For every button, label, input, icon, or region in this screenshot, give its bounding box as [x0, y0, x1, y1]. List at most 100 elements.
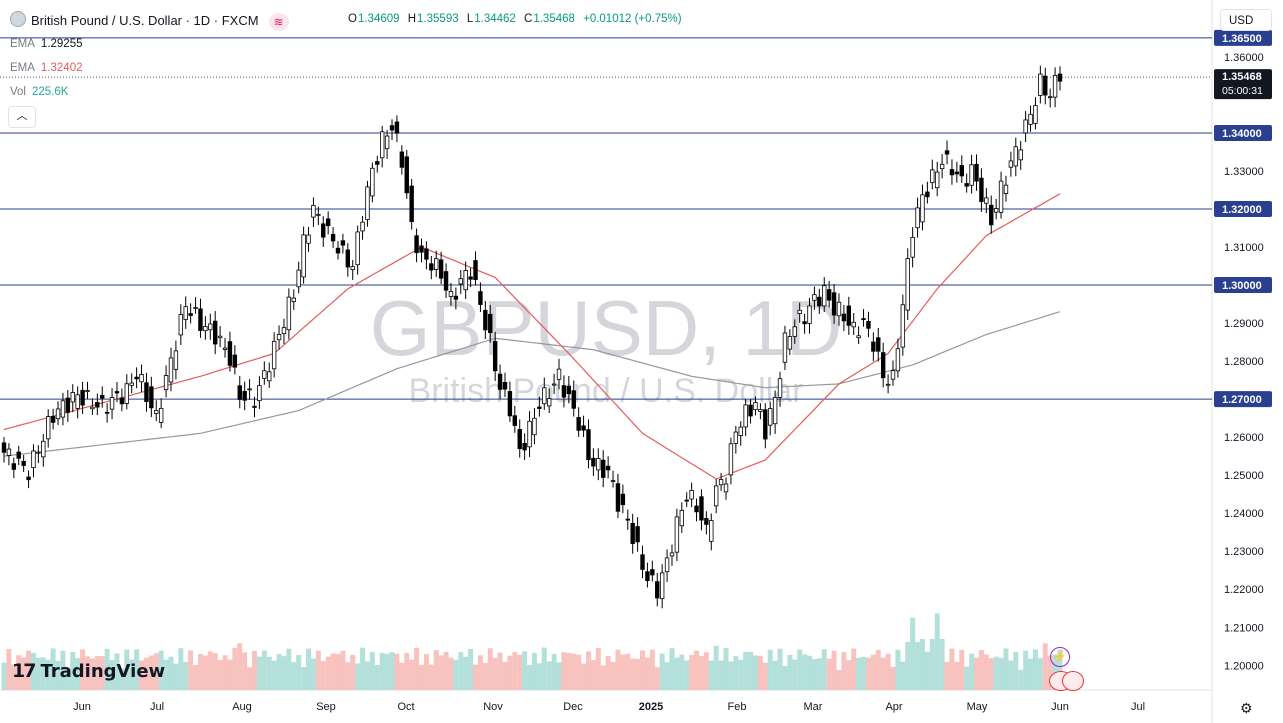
candle-body: [944, 150, 950, 155]
volume-bar: [26, 650, 32, 690]
candle-body: [6, 448, 12, 456]
gear-icon[interactable]: ⚙: [1240, 700, 1253, 716]
candle-body: [478, 291, 483, 305]
volume-bar: [119, 668, 125, 690]
time-tick-label: Jul: [1131, 701, 1145, 713]
collapse-indicators-button[interactable]: ︿: [8, 106, 36, 128]
candle-body: [925, 191, 930, 198]
volume-bar: [880, 657, 886, 690]
volume-bar: [143, 657, 149, 690]
volume-bar: [954, 661, 960, 690]
level-price-tag: [1214, 124, 1272, 141]
currency-button[interactable]: USD: [1220, 9, 1272, 31]
candle-body: [546, 398, 552, 407]
volume-bar: [635, 658, 641, 690]
volume-bar: [581, 663, 587, 690]
time-tick-label: Nov: [483, 701, 503, 713]
candle-body: [468, 276, 473, 280]
volume-bar: [94, 656, 100, 690]
volume-bar: [988, 658, 994, 690]
candle-body: [163, 375, 169, 391]
volume-bar: [379, 652, 385, 690]
symbol-title: British Pound / U.S. Dollar · 1D · FXCM: [31, 13, 259, 28]
candle-body: [596, 458, 601, 471]
volume-bar: [16, 655, 22, 690]
volume-bar: [1023, 650, 1029, 690]
level-price-tag-label: 1.27000: [1222, 394, 1262, 406]
candle-body: [846, 305, 851, 326]
volume-bar: [463, 656, 469, 690]
candle-body: [979, 177, 984, 203]
candle-body: [409, 185, 414, 223]
current-price-label: 1.35468: [1222, 71, 1262, 83]
candle-body: [217, 335, 223, 339]
tradingview-logo[interactable]: 17 TradingView: [12, 660, 165, 682]
indicator-label: EMA: [10, 38, 35, 50]
volume-bar: [188, 650, 194, 690]
indicator-ema-slow[interactable]: EMA 1.29255: [10, 38, 83, 50]
candle-body: [566, 385, 572, 395]
volume-bar: [207, 651, 213, 690]
time-tick-label: Oct: [397, 701, 414, 713]
candle-body: [792, 326, 797, 337]
candle-body: [689, 489, 694, 500]
candle-body: [50, 415, 56, 423]
volume-bar: [414, 647, 420, 690]
candle-body: [301, 234, 306, 278]
volume-bar: [507, 655, 513, 690]
price-tick-label: 1.20000: [1224, 660, 1264, 672]
volume-bar: [428, 664, 434, 690]
volume-bar: [679, 654, 685, 690]
candle-body: [905, 258, 910, 311]
volume-bar: [114, 653, 120, 690]
volume-bar: [89, 658, 95, 690]
volume-bar: [330, 653, 336, 690]
candle-body: [768, 408, 773, 426]
candle-body: [939, 163, 945, 170]
volume-bar: [620, 654, 626, 690]
candle-body: [424, 248, 429, 260]
candle-body: [620, 493, 626, 506]
candle-body: [974, 163, 979, 182]
volume-bar: [802, 654, 808, 690]
candle-body: [257, 385, 262, 402]
candle-body: [434, 258, 439, 270]
indicator-volume[interactable]: Vol 225.6K: [10, 86, 68, 98]
candle-body: [355, 231, 360, 266]
price-tick-label: 1.31000: [1224, 242, 1264, 254]
candle-body: [473, 260, 478, 280]
candle-body: [438, 259, 444, 279]
candle-body: [119, 397, 125, 405]
candle-body: [679, 509, 685, 527]
lightning-icon[interactable]: ⚡: [1050, 647, 1070, 667]
data-status-icon[interactable]: ≋: [268, 12, 289, 31]
volume-bar: [536, 663, 542, 690]
candle-body: [154, 409, 159, 414]
candle-body: [871, 341, 876, 352]
price-tick-label: 1.36000: [1224, 52, 1264, 64]
volume-bar: [183, 661, 189, 690]
candle-body: [306, 234, 311, 244]
volume-bar: [757, 655, 763, 690]
volume-bar: [301, 667, 307, 690]
candle-body: [286, 296, 292, 331]
economic-events-icon[interactable]: [1062, 671, 1084, 691]
current-price-tag: [1214, 69, 1272, 100]
candle-body: [370, 167, 375, 197]
volume-bar: [797, 649, 803, 690]
volume-bar: [281, 656, 287, 690]
candle-body: [149, 386, 154, 409]
volume-bar: [497, 652, 503, 690]
candle-body: [414, 235, 419, 254]
volume-bar: [487, 648, 493, 690]
volume-bar: [364, 661, 370, 690]
volume-bar: [615, 649, 621, 690]
candle-body: [75, 394, 80, 409]
level-price-tag: [1214, 201, 1272, 218]
symbol-header[interactable]: British Pound / U.S. Dollar · 1D · FXCM ≋: [10, 11, 289, 31]
indicator-ema-fast[interactable]: EMA 1.32402: [10, 62, 83, 74]
close-value: 1.35468: [533, 13, 575, 25]
candle-body: [733, 431, 739, 444]
volume-bar: [595, 648, 601, 690]
